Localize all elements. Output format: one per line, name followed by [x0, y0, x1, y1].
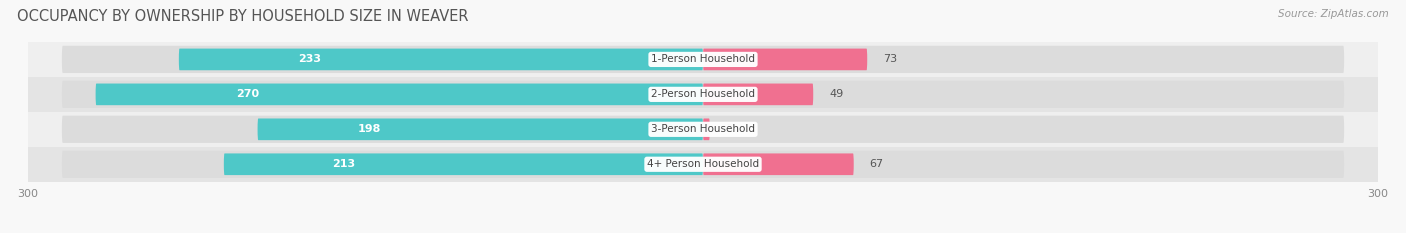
- FancyBboxPatch shape: [703, 154, 853, 175]
- FancyBboxPatch shape: [703, 118, 710, 140]
- Text: 1-Person Household: 1-Person Household: [651, 55, 755, 64]
- Bar: [28, 42, 1378, 77]
- Text: 73: 73: [883, 55, 897, 64]
- Text: 213: 213: [332, 159, 356, 169]
- Bar: [28, 112, 1378, 147]
- FancyBboxPatch shape: [224, 154, 703, 175]
- Text: 67: 67: [869, 159, 883, 169]
- FancyBboxPatch shape: [179, 49, 703, 70]
- Text: 4+ Person Household: 4+ Person Household: [647, 159, 759, 169]
- Text: 198: 198: [357, 124, 381, 134]
- FancyBboxPatch shape: [703, 49, 868, 70]
- Text: 3: 3: [725, 124, 733, 134]
- FancyBboxPatch shape: [62, 151, 1344, 178]
- Bar: [28, 77, 1378, 112]
- FancyBboxPatch shape: [96, 84, 703, 105]
- Text: 49: 49: [830, 89, 844, 99]
- Legend: Owner-occupied, Renter-occupied: Owner-occupied, Renter-occupied: [586, 230, 820, 233]
- FancyBboxPatch shape: [62, 46, 1344, 73]
- FancyBboxPatch shape: [62, 116, 1344, 143]
- Bar: [28, 147, 1378, 182]
- Text: 270: 270: [236, 89, 259, 99]
- Text: 233: 233: [298, 55, 322, 64]
- FancyBboxPatch shape: [62, 81, 1344, 108]
- FancyBboxPatch shape: [257, 118, 703, 140]
- Text: Source: ZipAtlas.com: Source: ZipAtlas.com: [1278, 9, 1389, 19]
- Text: OCCUPANCY BY OWNERSHIP BY HOUSEHOLD SIZE IN WEAVER: OCCUPANCY BY OWNERSHIP BY HOUSEHOLD SIZE…: [17, 9, 468, 24]
- Text: 3-Person Household: 3-Person Household: [651, 124, 755, 134]
- FancyBboxPatch shape: [703, 84, 813, 105]
- Text: 2-Person Household: 2-Person Household: [651, 89, 755, 99]
